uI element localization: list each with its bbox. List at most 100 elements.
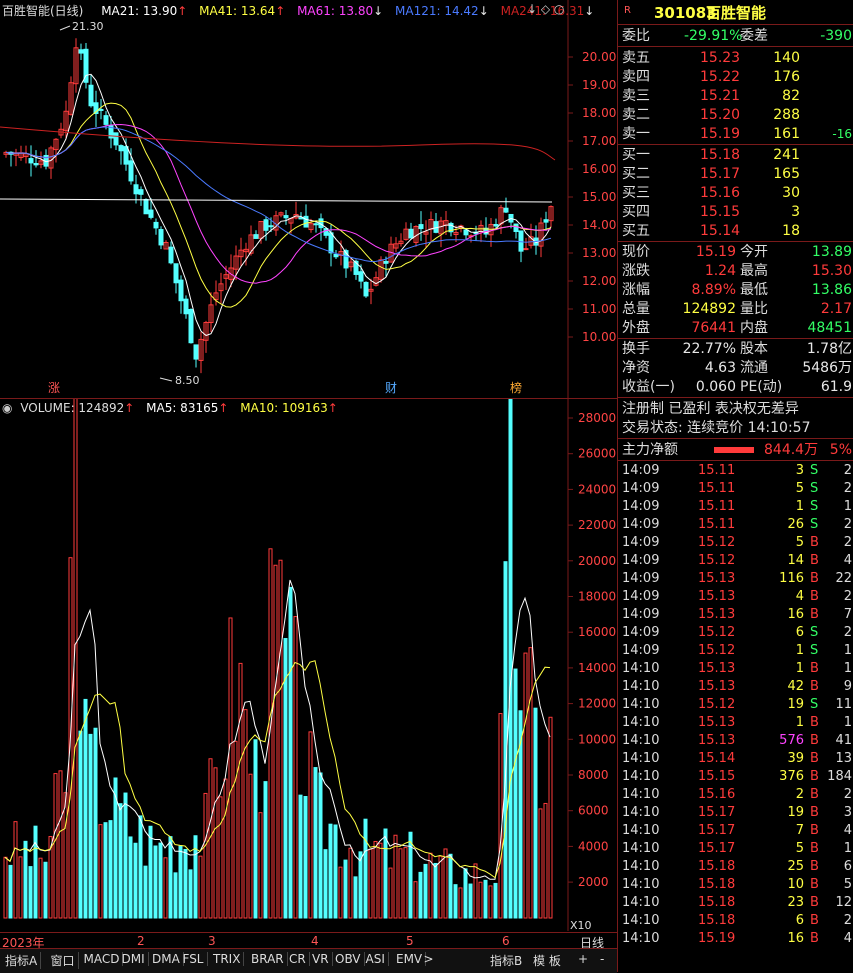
- indicator-tab[interactable]: ASI: [363, 952, 389, 966]
- quote-value: 76441: [691, 320, 736, 336]
- volume-bar: [328, 823, 333, 919]
- indicator-tab[interactable]: MACD: [81, 952, 124, 966]
- tick-price: 15.18: [698, 877, 736, 892]
- candlestick: [93, 90, 99, 128]
- candlestick: [3, 150, 9, 158]
- candlestick: [488, 218, 494, 247]
- volume-bar: [233, 740, 238, 919]
- tick-time: 14:10: [622, 805, 660, 820]
- tick-volume: 42: [787, 679, 804, 694]
- tick-price: 15.18: [698, 913, 736, 928]
- volume-tick-label: 6000: [578, 804, 609, 818]
- sell-price: 15.20: [700, 107, 741, 123]
- tick-side: S: [810, 463, 819, 478]
- tick-volume: 5: [795, 535, 804, 550]
- tick-volume: 1: [795, 499, 804, 514]
- candlestick: [263, 216, 269, 241]
- indicator-tab[interactable]: 指标A: [2, 952, 42, 969]
- volume-chart[interactable]: 28000 26000 24000 22000 20000 18000 16000 14000…: [0, 399, 617, 931]
- tick-count: 1: [843, 643, 852, 658]
- tick-side: B: [810, 841, 819, 856]
- kline-chart[interactable]: 20.00 19.00 18.00 17.00 16.00 15.00 14.00 13.00…: [0, 0, 617, 398]
- candlestick: [68, 76, 74, 116]
- tick-volume: 14: [787, 553, 804, 568]
- vol-ma10-label: MA10: 109163: [240, 401, 328, 415]
- quote-value-2: 15.30: [811, 263, 852, 279]
- indicator-tab[interactable]: CR: [286, 952, 310, 966]
- volume-bar: [508, 399, 513, 919]
- volume-tick-label: 10000: [578, 732, 616, 746]
- buy-level[interactable]: 买二 15.17 165: [618, 165, 853, 183]
- ma241-line: [0, 126, 556, 161]
- buy-level[interactable]: 买三 15.16 30: [618, 184, 853, 202]
- candlestick: [433, 213, 439, 234]
- volume-bar: [173, 872, 178, 919]
- tick-row: 14:10 15.13 42 B 9: [618, 678, 853, 696]
- sell-level[interactable]: 卖一 15.19 161 -16: [618, 125, 853, 143]
- candlestick: [83, 42, 89, 89]
- settings-icon[interactable]: ◉: [2, 401, 13, 415]
- indicator-tab[interactable]: VR: [309, 952, 333, 966]
- candlestick: [23, 145, 29, 164]
- buy-price: 15.14: [700, 223, 741, 239]
- sell-level[interactable]: 卖三 15.21 82: [618, 87, 853, 105]
- indicator-tab[interactable]: DMA: [149, 952, 184, 966]
- volume-bar: [63, 792, 68, 919]
- indicator-tab[interactable]: FSL: [180, 952, 208, 966]
- tick-price: 15.14: [698, 751, 736, 766]
- indicator-tab[interactable]: OBV: [332, 952, 365, 966]
- volume-bar: [193, 835, 198, 919]
- tab-scroll-arrow[interactable]: >: [423, 952, 434, 966]
- volume-panel[interactable]: 28000 26000 24000 22000 20000 18000 16000 14000…: [0, 399, 617, 931]
- zoom-in-button[interactable]: +: [578, 952, 589, 966]
- candlestick: [163, 240, 169, 250]
- period-label[interactable]: 日线: [580, 936, 605, 950]
- indicator-tab[interactable]: BRAR: [248, 952, 288, 966]
- quote-value-2: 2.17: [820, 301, 852, 317]
- indicator-tab[interactable]: DMI: [119, 952, 149, 966]
- main-net-pct: 5%: [829, 442, 852, 458]
- tick-count: 13: [835, 751, 852, 766]
- volume-bar: [348, 847, 353, 919]
- candlestick: [53, 138, 59, 163]
- tick-time: 14:10: [622, 733, 660, 748]
- quote-value: 8.89%: [691, 282, 736, 298]
- volume-bar: [453, 884, 458, 919]
- tick-volume: 5: [795, 481, 804, 496]
- quote-row: 涨幅 8.89% 最低 13.86: [618, 281, 853, 299]
- candlestick: [368, 278, 374, 305]
- tick-time: 14:09: [622, 625, 660, 640]
- tick-count: 2: [843, 535, 852, 550]
- sell-level[interactable]: 卖四 15.22 176: [618, 68, 853, 86]
- indicator-tab[interactable]: TRIX: [210, 952, 245, 966]
- volume-bar: [478, 881, 483, 919]
- tick-side: B: [810, 913, 819, 928]
- volume-bar: [208, 758, 213, 919]
- date-label-may: 5: [406, 934, 414, 948]
- main-net-value: 844.4万: [764, 442, 819, 458]
- indicator-tab[interactable]: 窗口: [48, 952, 79, 969]
- buy-level[interactable]: 买五 15.14 18: [618, 222, 853, 240]
- volume-bar: [243, 709, 248, 919]
- ma121-line: [5, 126, 552, 263]
- kline-panel[interactable]: 20.00 19.00 18.00 17.00 16.00 15.00 14.00 13.00…: [0, 0, 617, 399]
- fund-value: 22.77%: [682, 341, 736, 357]
- tick-volume: 19: [787, 697, 804, 712]
- buy-label: 买四: [622, 204, 650, 220]
- buy-level[interactable]: 买四 15.15 3: [618, 203, 853, 221]
- main-net-bar: [714, 447, 754, 453]
- sell-level[interactable]: 卖五 15.23 140: [618, 49, 853, 67]
- sell-level[interactable]: 卖二 15.20 288: [618, 106, 853, 124]
- buy-volume: 18: [782, 223, 800, 239]
- tick-row: 14:09 15.13 16 B 7: [618, 606, 853, 624]
- chart-toolbar-icons[interactable]: ↓ ◇ ○: [527, 2, 565, 16]
- template-tab[interactable]: 模 板: [533, 954, 561, 968]
- indicator-tab[interactable]: EMV: [393, 952, 427, 966]
- zoom-out-button[interactable]: -: [600, 952, 605, 966]
- tick-row: 14:10 15.18 6 B 2: [618, 912, 853, 930]
- candlestick: [108, 115, 114, 149]
- buy-level[interactable]: 买一 15.18 241: [618, 146, 853, 164]
- tick-time: 14:10: [622, 697, 660, 712]
- indicator-b-tab[interactable]: 指标B: [490, 954, 523, 968]
- candlestick: [278, 211, 284, 218]
